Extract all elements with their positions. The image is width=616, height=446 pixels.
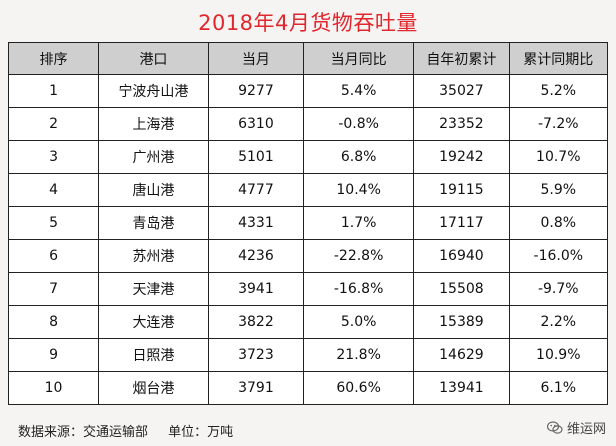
port-throughput-table: 排序 港口 当月 当月同比 自年初累计 累计同期比 1 宁波舟山港 9277 5…	[7, 42, 609, 405]
cell-port: 日照港	[98, 338, 209, 372]
column-header-month-yoy: 当月同比	[303, 42, 415, 75]
cell-ytd-yoy: 10.9%	[508, 338, 609, 372]
cell-ytd-yoy: 5.2%	[508, 74, 609, 108]
unit-label: 单位：万吨	[168, 425, 234, 440]
cell-port: 天津港	[98, 272, 209, 306]
data-source-label: 数据来源：交通运输部	[18, 425, 149, 440]
cell-month-yoy: 1.7%	[303, 206, 415, 240]
cell-month: 3822	[207, 305, 305, 339]
cell-rank: 6	[7, 239, 100, 273]
table-row: 10 烟台港 3791 60.6% 13941 6.1%	[7, 371, 609, 405]
table-body: 1 宁波舟山港 9277 5.4% 35027 5.2% 2 上海港 6310 …	[7, 74, 609, 405]
wechat-icon	[546, 420, 563, 435]
cell-port: 苏州港	[98, 239, 209, 273]
column-header-rank: 排序	[7, 42, 100, 75]
cell-ytd-yoy: -9.7%	[508, 272, 609, 306]
table-row: 8 大连港 3822 5.0% 15389 2.2%	[7, 305, 609, 339]
cell-ytd-yoy: 10.7%	[508, 140, 609, 174]
cell-rank: 5	[7, 206, 100, 240]
table-row: 2 上海港 6310 -0.8% 23352 -7.2%	[7, 107, 609, 141]
table-row: 9 日照港 3723 21.8% 14629 10.9%	[7, 338, 609, 372]
cell-month: 3791	[207, 371, 305, 405]
cell-month: 4777	[207, 173, 305, 207]
cell-ytd: 19115	[413, 173, 510, 207]
column-header-month: 当月	[207, 42, 305, 75]
watermark-text: 维运网	[566, 422, 606, 437]
cell-ytd-yoy: 0.8%	[508, 206, 609, 240]
cell-port: 烟台港	[98, 371, 209, 405]
cell-month-yoy: 10.4%	[303, 173, 415, 207]
table-header-row: 排序 港口 当月 当月同比 自年初累计 累计同期比	[7, 42, 609, 75]
table-row: 7 天津港 3941 -16.8% 15508 -9.7%	[7, 272, 609, 306]
cell-rank: 7	[7, 272, 100, 306]
column-header-ytd: 自年初累计	[413, 42, 510, 75]
cell-month-yoy: -16.8%	[303, 272, 415, 306]
cell-ytd-yoy: 6.1%	[508, 371, 609, 405]
cell-ytd: 17117	[413, 206, 510, 240]
cell-ytd: 35027	[413, 74, 510, 108]
cell-month: 9277	[207, 74, 305, 108]
cell-ytd: 13941	[413, 371, 510, 405]
table-row: 4 唐山港 4777 10.4% 19115 5.9%	[7, 173, 609, 207]
cell-ytd: 15389	[413, 305, 510, 339]
cell-ytd-yoy: 5.9%	[508, 173, 609, 207]
cell-rank: 1	[7, 74, 100, 108]
cell-ytd-yoy: -16.0%	[508, 239, 609, 273]
watermark: 维运网	[546, 418, 606, 437]
cell-port: 上海港	[98, 107, 209, 141]
cell-rank: 9	[7, 338, 100, 372]
cell-port: 唐山港	[98, 173, 209, 207]
cell-rank: 10	[7, 371, 100, 405]
cell-ytd-yoy: 2.2%	[508, 305, 609, 339]
footer-note: 数据来源：交通运输部 单位：万吨	[18, 421, 249, 440]
cell-month: 3941	[207, 272, 305, 306]
table-row: 5 青岛港 4331 1.7% 17117 0.8%	[7, 206, 609, 240]
cell-ytd: 15508	[413, 272, 510, 306]
table-row: 3 广州港 5101 6.8% 19242 10.7%	[7, 140, 609, 174]
cell-month: 6310	[207, 107, 305, 141]
cell-port: 青岛港	[98, 206, 209, 240]
cell-port: 大连港	[98, 305, 209, 339]
cell-month: 4236	[207, 239, 305, 273]
table-row: 6 苏州港 4236 -22.8% 16940 -16.0%	[7, 239, 609, 273]
column-header-port: 港口	[98, 42, 209, 75]
cell-month-yoy: -0.8%	[303, 107, 415, 141]
cell-month-yoy: 5.0%	[303, 305, 415, 339]
cell-month-yoy: -22.8%	[303, 239, 415, 273]
column-header-ytd-yoy: 累计同期比	[508, 42, 609, 75]
cell-month: 3723	[207, 338, 305, 372]
cell-ytd: 14629	[413, 338, 510, 372]
cell-month-yoy: 6.8%	[303, 140, 415, 174]
table-row: 1 宁波舟山港 9277 5.4% 35027 5.2%	[7, 74, 609, 108]
cell-rank: 3	[7, 140, 100, 174]
cell-rank: 2	[7, 107, 100, 141]
cell-port: 宁波舟山港	[98, 74, 209, 108]
cell-month: 5101	[207, 140, 305, 174]
cell-ytd: 23352	[413, 107, 510, 141]
cell-ytd-yoy: -7.2%	[508, 107, 609, 141]
cell-ytd: 16940	[413, 239, 510, 273]
cell-rank: 4	[7, 173, 100, 207]
cell-month-yoy: 60.6%	[303, 371, 415, 405]
cell-month-yoy: 5.4%	[303, 74, 415, 108]
cell-port: 广州港	[98, 140, 209, 174]
cell-month-yoy: 21.8%	[303, 338, 415, 372]
page-title: 2018年4月货物吞吐量	[198, 11, 418, 35]
cell-rank: 8	[7, 305, 100, 339]
cell-month: 4331	[207, 206, 305, 240]
cell-ytd: 19242	[413, 140, 510, 174]
